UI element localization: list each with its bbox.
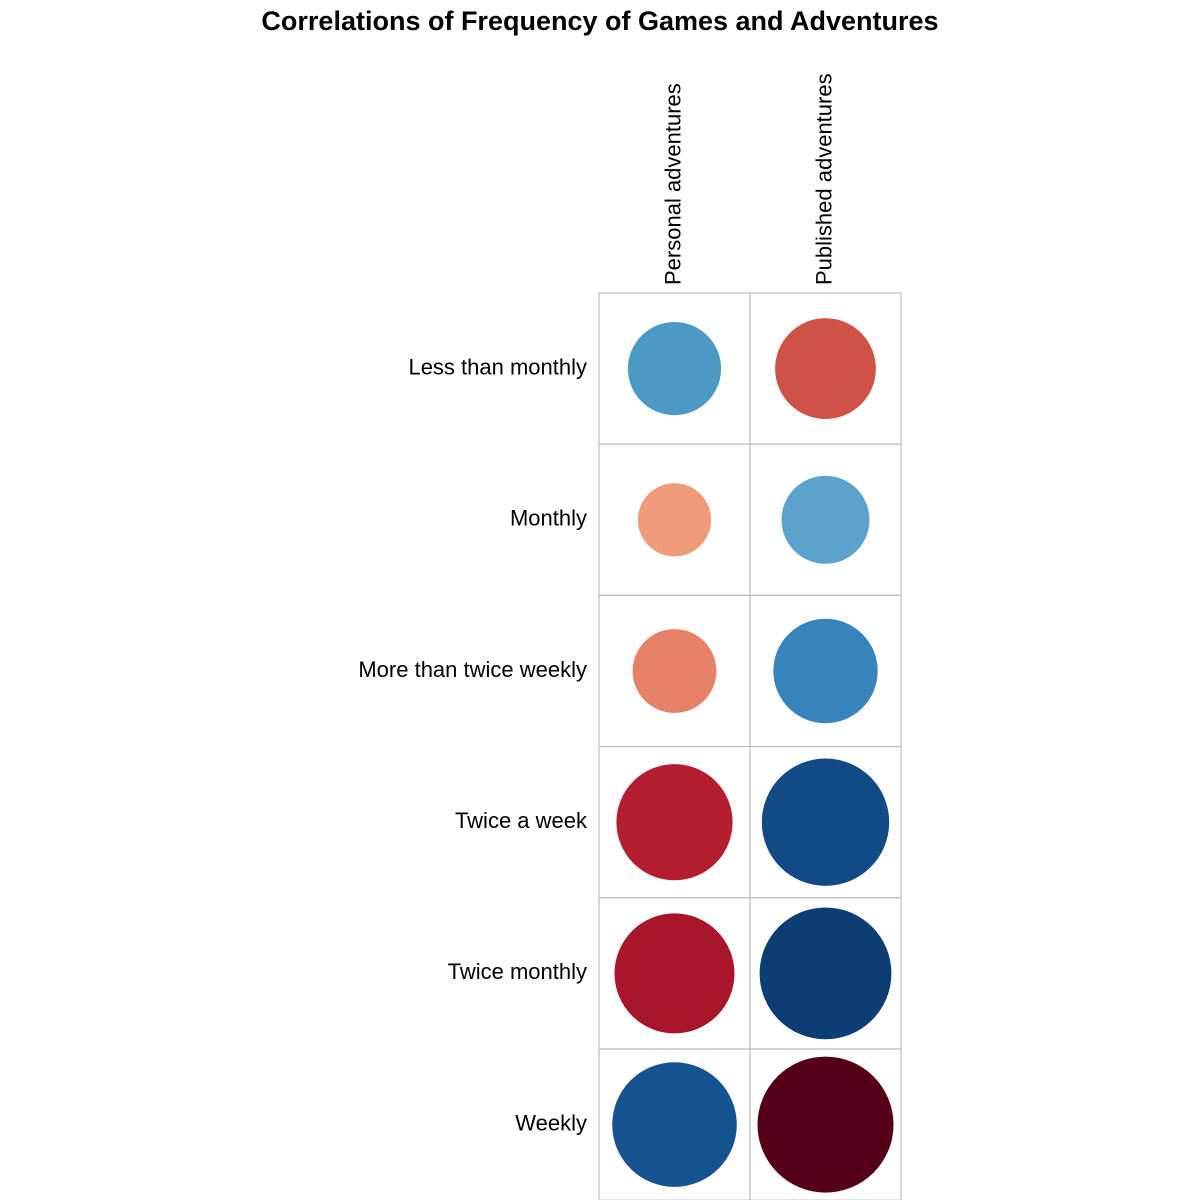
column-label: Published adventures [811, 73, 836, 285]
column-label: Personal adventures [660, 83, 685, 285]
correlation-circle [614, 913, 735, 1034]
correlation-circle [759, 907, 892, 1040]
correlation-circle [632, 629, 717, 713]
correlation-circle [627, 322, 722, 416]
row-label: Weekly [515, 1110, 587, 1135]
row-label: Twice a week [455, 808, 588, 833]
correlation-circle [637, 483, 712, 557]
correlation-circle [616, 764, 733, 881]
correlation-circle [781, 475, 870, 564]
correlation-circle [612, 1062, 737, 1187]
row-label: More than twice weekly [358, 657, 587, 682]
row-label: Less than monthly [408, 354, 587, 379]
row-label: Twice monthly [448, 959, 587, 984]
row-label: Monthly [510, 506, 587, 531]
chart-title: Correlations of Frequency of Games and A… [261, 6, 939, 36]
correlation-circle [775, 318, 876, 419]
correlation-circle [761, 758, 890, 886]
correlation-circle [757, 1056, 894, 1193]
correlation-circle [773, 618, 878, 724]
